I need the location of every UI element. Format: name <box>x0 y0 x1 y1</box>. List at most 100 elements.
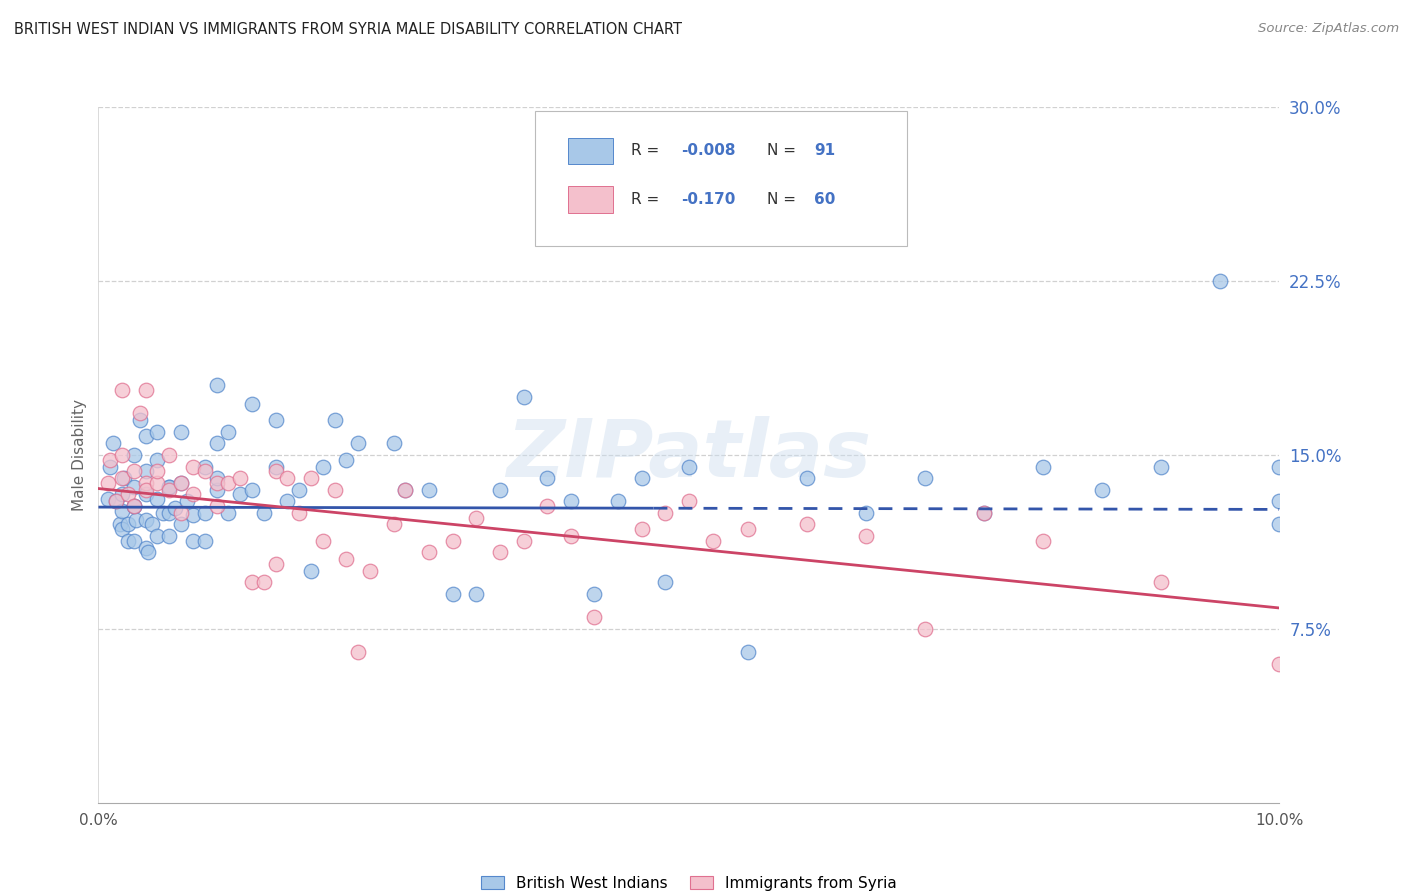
Point <box>512 533 534 548</box>
Point <box>217 475 239 490</box>
Point <box>157 480 180 494</box>
Point <box>117 517 139 532</box>
Point <box>560 529 582 543</box>
FancyBboxPatch shape <box>536 111 907 246</box>
Point <box>630 522 652 536</box>
Point <box>111 522 134 536</box>
Point <box>111 383 134 397</box>
Point <box>855 506 877 520</box>
Point <box>181 533 204 548</box>
Point <box>146 475 169 490</box>
Point <box>335 552 357 566</box>
Point <box>170 517 193 532</box>
Point <box>347 436 370 450</box>
Point <box>98 452 121 467</box>
Point <box>170 425 193 439</box>
Point <box>299 564 322 578</box>
Point <box>737 522 759 536</box>
Point <box>135 475 157 490</box>
Point <box>217 425 239 439</box>
Point <box>205 499 228 513</box>
Point <box>122 464 145 478</box>
Point <box>157 529 180 543</box>
Point <box>111 448 134 462</box>
Point <box>702 533 724 548</box>
Point <box>181 487 204 501</box>
Point <box>97 475 120 490</box>
Point <box>176 494 198 508</box>
Point <box>165 501 187 516</box>
Point <box>122 499 145 513</box>
Point <box>441 533 464 548</box>
Point <box>98 459 121 474</box>
Point <box>465 510 488 524</box>
Point <box>229 471 252 485</box>
Point <box>264 413 287 427</box>
Point <box>1268 459 1291 474</box>
Point <box>170 506 193 520</box>
Point <box>394 483 416 497</box>
Point <box>240 397 263 411</box>
Point <box>112 471 135 485</box>
Point <box>323 413 346 427</box>
Point <box>288 483 311 497</box>
Text: R =: R = <box>631 144 664 159</box>
Point <box>157 480 180 494</box>
Point <box>135 513 157 527</box>
Point <box>1209 274 1232 288</box>
Point <box>122 499 145 513</box>
Point <box>630 471 652 485</box>
Point <box>253 506 276 520</box>
Point <box>1150 575 1173 590</box>
Point <box>205 471 228 485</box>
Point <box>1268 517 1291 532</box>
Point <box>122 499 145 513</box>
Point <box>1268 494 1291 508</box>
Text: 91: 91 <box>814 144 835 159</box>
Point <box>117 533 139 548</box>
Point <box>101 436 124 450</box>
Point <box>122 448 145 462</box>
Point <box>288 506 311 520</box>
Point <box>299 471 322 485</box>
Point <box>347 645 370 659</box>
Point <box>135 541 157 555</box>
Point <box>264 464 287 478</box>
Point <box>264 557 287 571</box>
Point <box>914 471 936 485</box>
Point <box>678 459 700 474</box>
Point <box>146 529 169 543</box>
Point <box>146 491 169 506</box>
Point <box>583 610 606 624</box>
Point <box>737 645 759 659</box>
Point <box>394 483 416 497</box>
Text: -0.008: -0.008 <box>681 144 735 159</box>
Point <box>973 506 995 520</box>
Point <box>111 503 134 517</box>
Point <box>111 487 134 501</box>
Point <box>382 436 405 450</box>
Point <box>583 587 606 601</box>
Text: -0.170: -0.170 <box>681 192 735 207</box>
Point <box>654 506 676 520</box>
Point <box>312 459 335 474</box>
Text: R =: R = <box>631 192 664 207</box>
Point <box>607 494 630 508</box>
Text: ZIPatlas: ZIPatlas <box>506 416 872 494</box>
Point <box>217 506 239 520</box>
Point <box>194 464 217 478</box>
Point <box>146 452 169 467</box>
Point <box>323 483 346 497</box>
Point <box>1268 657 1291 671</box>
Point <box>135 487 157 501</box>
Point <box>146 425 169 439</box>
Point <box>855 529 877 543</box>
Point <box>276 494 298 508</box>
Point <box>973 506 995 520</box>
Point <box>536 471 558 485</box>
Point <box>1032 533 1054 548</box>
Point <box>512 390 534 404</box>
Point <box>240 575 263 590</box>
Point <box>135 483 157 497</box>
Point <box>152 506 174 520</box>
